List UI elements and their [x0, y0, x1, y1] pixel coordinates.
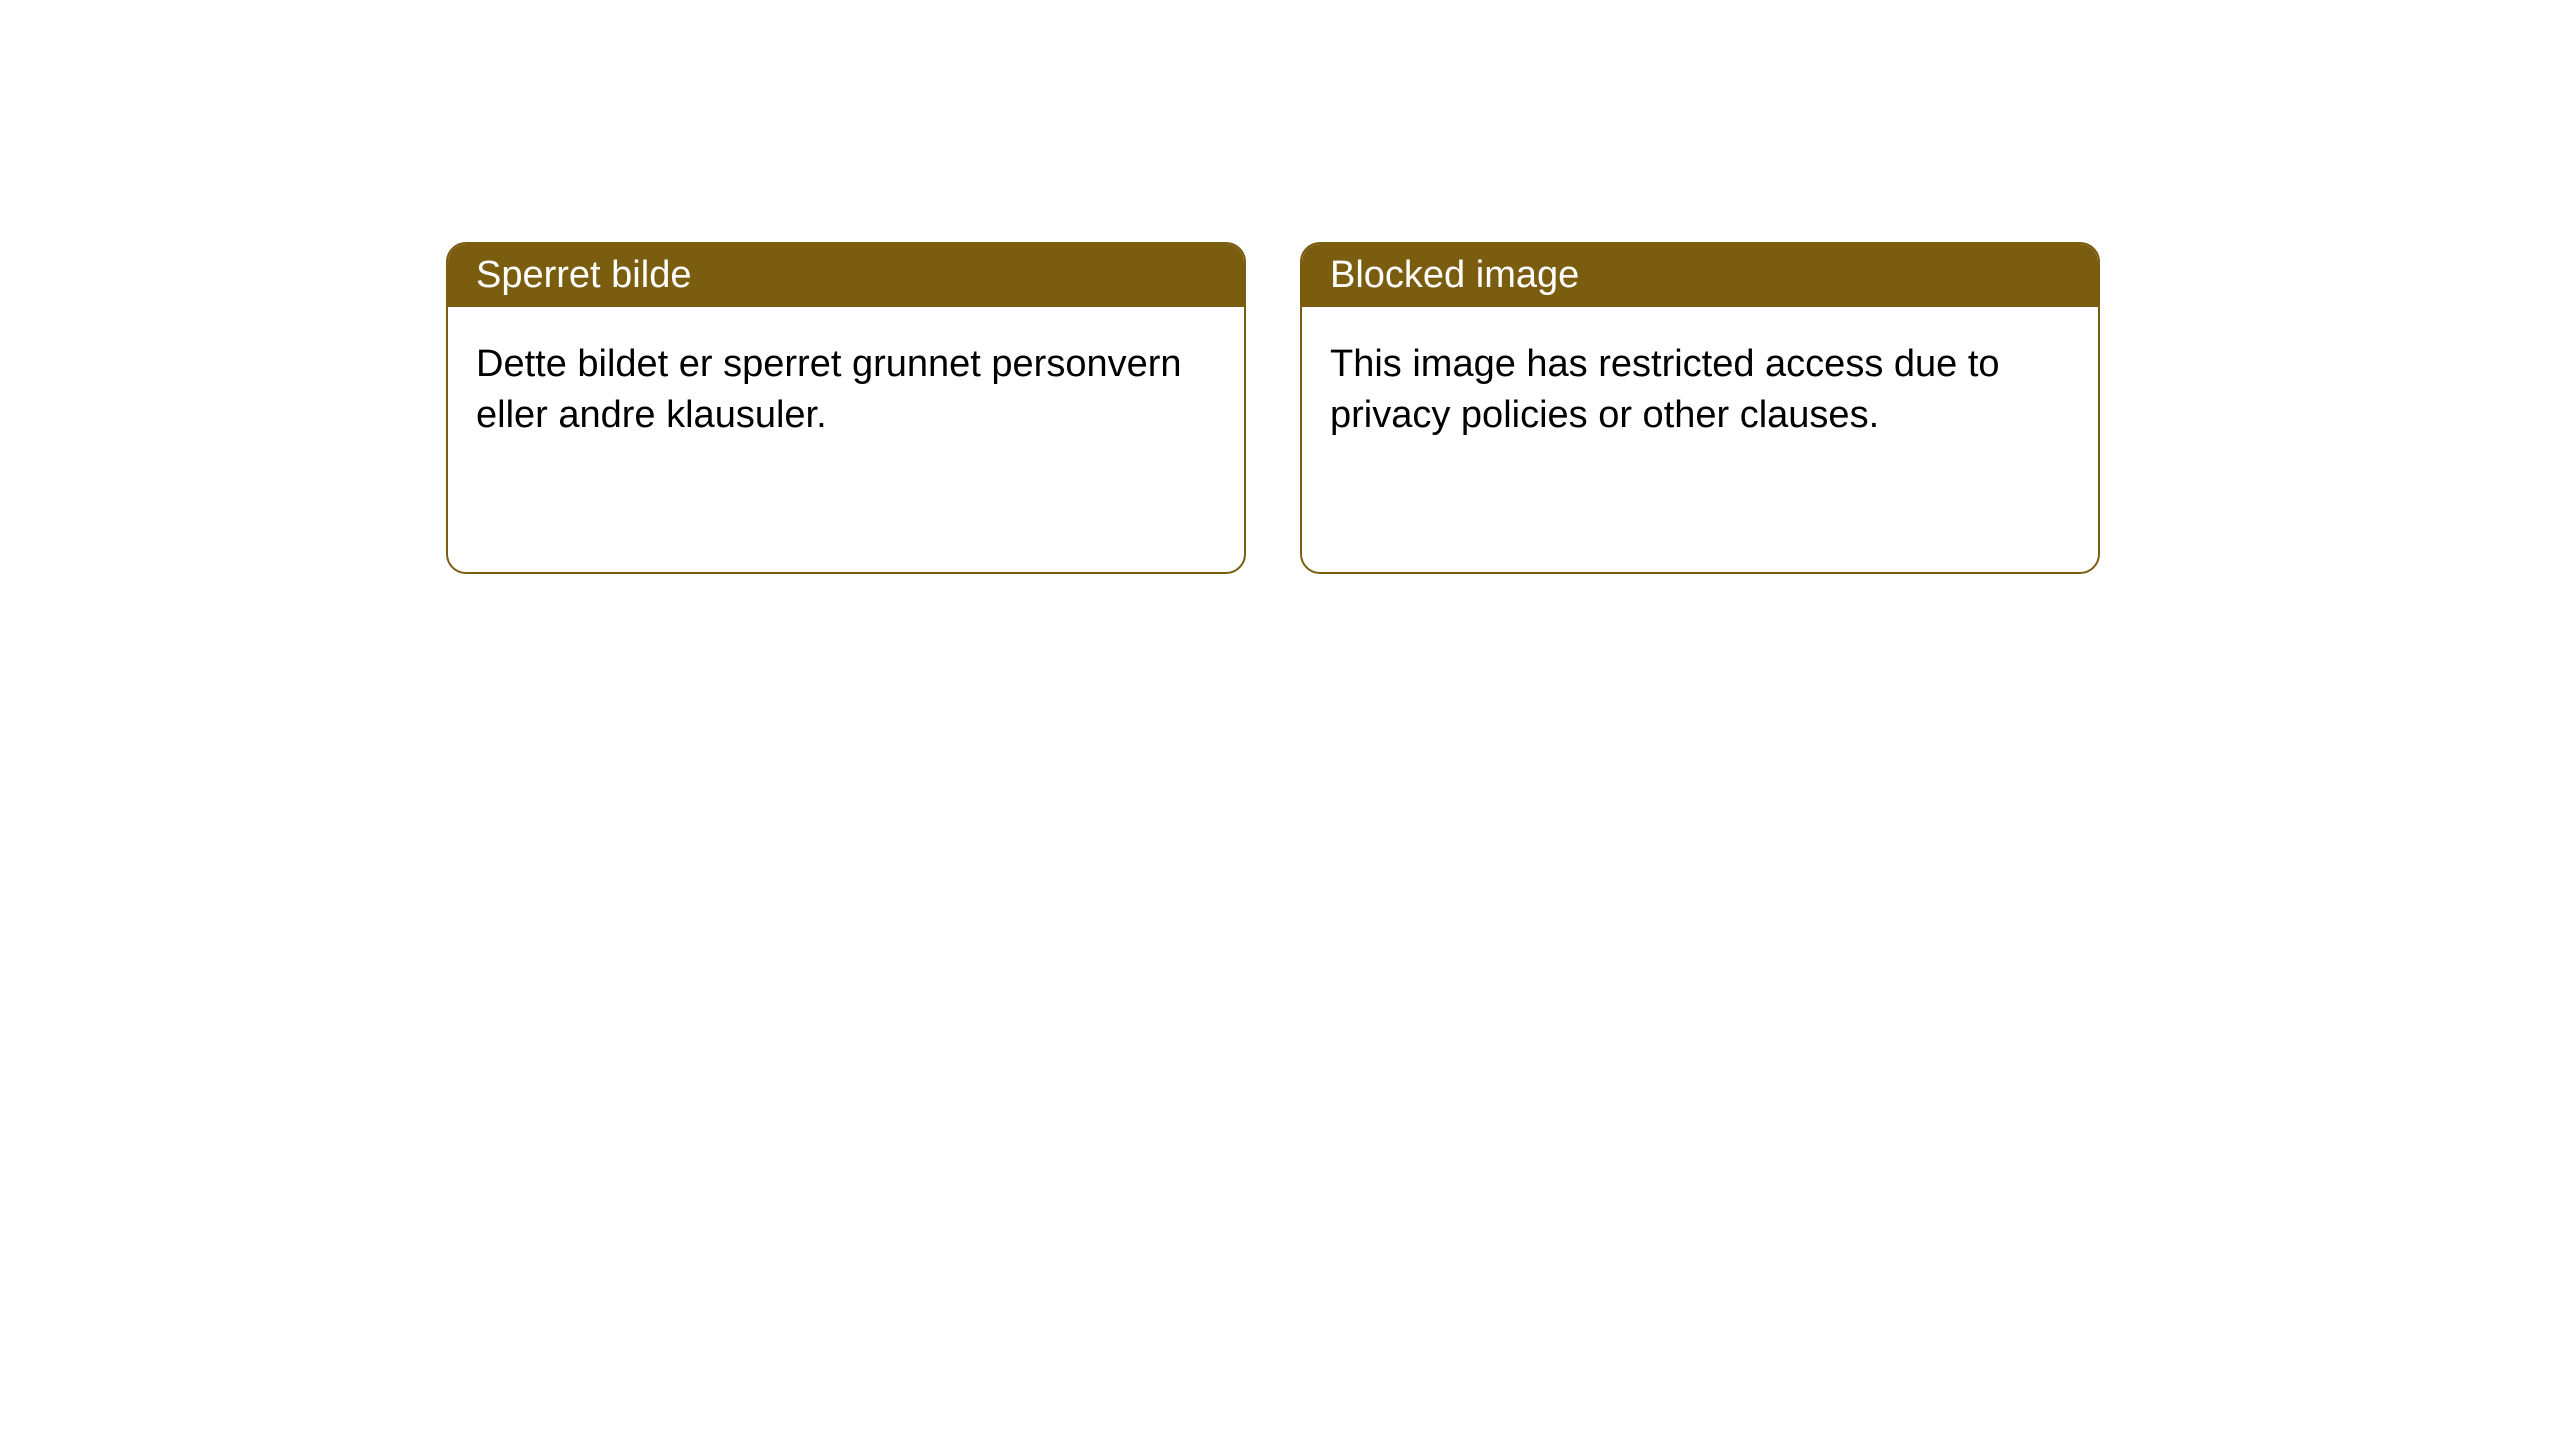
card-title-norwegian: Sperret bilde	[476, 254, 691, 296]
card-text-norwegian: Dette bildet er sperret grunnet personve…	[476, 343, 1182, 436]
card-text-english: This image has restricted access due to …	[1330, 343, 2000, 436]
card-body-norwegian: Dette bildet er sperret grunnet personve…	[448, 307, 1244, 474]
card-title-english: Blocked image	[1330, 254, 1579, 296]
card-header-english: Blocked image	[1302, 244, 2098, 307]
card-body-english: This image has restricted access due to …	[1302, 307, 2098, 474]
notice-card-english: Blocked image This image has restricted …	[1300, 242, 2100, 574]
card-header-norwegian: Sperret bilde	[448, 244, 1244, 307]
notice-container: Sperret bilde Dette bildet er sperret gr…	[0, 0, 2560, 574]
notice-card-norwegian: Sperret bilde Dette bildet er sperret gr…	[446, 242, 1246, 574]
